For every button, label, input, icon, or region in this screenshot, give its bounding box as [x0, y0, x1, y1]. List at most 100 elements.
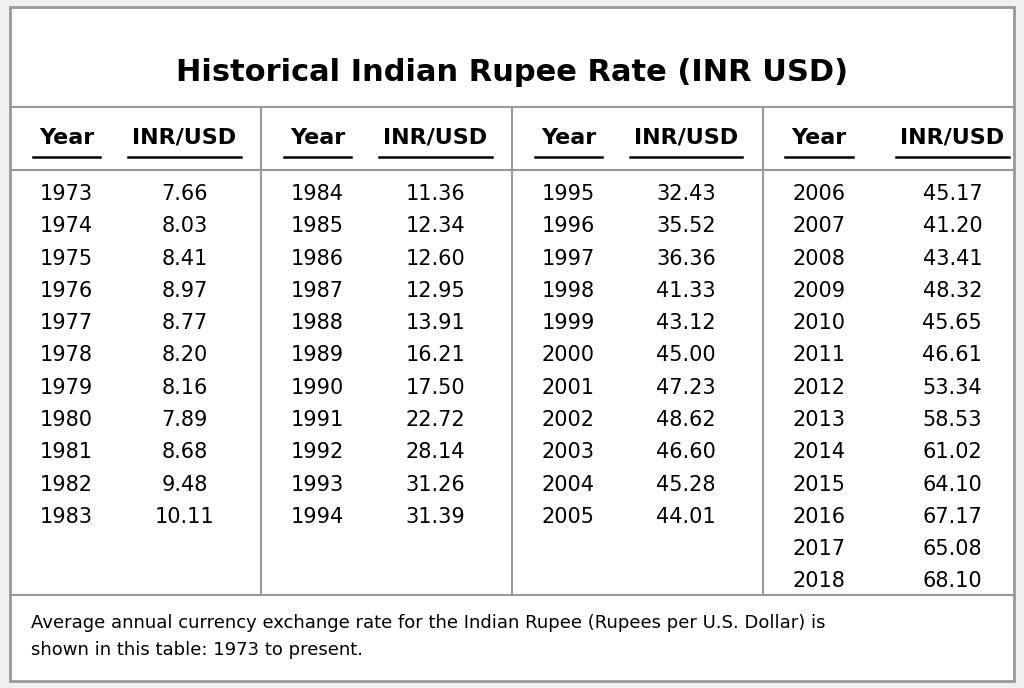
Text: 2000: 2000 [542, 345, 595, 365]
Text: Year: Year [290, 127, 345, 148]
Text: 10.11: 10.11 [155, 507, 214, 527]
Text: 2006: 2006 [793, 184, 846, 204]
Text: 32.43: 32.43 [656, 184, 716, 204]
Text: 13.91: 13.91 [406, 313, 465, 333]
Text: 1975: 1975 [40, 248, 93, 268]
Text: 11.36: 11.36 [406, 184, 465, 204]
Text: 1991: 1991 [291, 410, 344, 430]
Text: 58.53: 58.53 [923, 410, 982, 430]
Text: 2001: 2001 [542, 378, 595, 398]
Text: 1977: 1977 [40, 313, 93, 333]
Text: 53.34: 53.34 [923, 378, 982, 398]
Text: 1985: 1985 [291, 216, 344, 236]
Text: 1979: 1979 [40, 378, 93, 398]
Text: 2017: 2017 [793, 539, 846, 559]
Text: 1997: 1997 [542, 248, 595, 268]
Text: 31.39: 31.39 [406, 507, 465, 527]
Text: 65.08: 65.08 [923, 539, 982, 559]
Text: 22.72: 22.72 [406, 410, 465, 430]
Text: 48.32: 48.32 [923, 281, 982, 301]
Text: 68.10: 68.10 [923, 571, 982, 592]
Text: 1981: 1981 [40, 442, 93, 462]
Text: 2010: 2010 [793, 313, 846, 333]
Text: 1974: 1974 [40, 216, 93, 236]
Text: 1983: 1983 [40, 507, 93, 527]
Text: 1996: 1996 [542, 216, 595, 236]
Text: 1984: 1984 [291, 184, 344, 204]
Text: 67.17: 67.17 [923, 507, 982, 527]
Text: 45.00: 45.00 [656, 345, 716, 365]
Text: 2009: 2009 [793, 281, 846, 301]
Text: 41.20: 41.20 [923, 216, 982, 236]
Text: 46.60: 46.60 [656, 442, 716, 462]
Text: 2014: 2014 [793, 442, 846, 462]
Text: 2012: 2012 [793, 378, 846, 398]
Text: 8.77: 8.77 [161, 313, 208, 333]
Text: 43.41: 43.41 [923, 248, 982, 268]
Text: 1993: 1993 [291, 475, 344, 495]
Text: 44.01: 44.01 [656, 507, 716, 527]
Text: 1989: 1989 [291, 345, 344, 365]
Text: 12.95: 12.95 [406, 281, 465, 301]
Text: 48.62: 48.62 [656, 410, 716, 430]
Text: Historical Indian Rupee Rate (INR USD): Historical Indian Rupee Rate (INR USD) [176, 58, 848, 87]
Text: 35.52: 35.52 [656, 216, 716, 236]
Text: 28.14: 28.14 [406, 442, 465, 462]
Text: 47.23: 47.23 [656, 378, 716, 398]
Text: 1976: 1976 [40, 281, 93, 301]
Text: 1999: 1999 [542, 313, 595, 333]
Text: 46.61: 46.61 [923, 345, 982, 365]
Text: INR/USD: INR/USD [383, 127, 487, 148]
Text: 1998: 1998 [542, 281, 595, 301]
Text: 1982: 1982 [40, 475, 93, 495]
Text: 2002: 2002 [542, 410, 595, 430]
Text: Year: Year [792, 127, 847, 148]
Text: 8.97: 8.97 [161, 281, 208, 301]
Text: INR/USD: INR/USD [634, 127, 738, 148]
Text: 1978: 1978 [40, 345, 93, 365]
Text: 31.26: 31.26 [406, 475, 465, 495]
Text: 7.66: 7.66 [161, 184, 208, 204]
Text: 2003: 2003 [542, 442, 595, 462]
FancyBboxPatch shape [10, 7, 1014, 681]
Text: 2008: 2008 [793, 248, 846, 268]
Text: 8.41: 8.41 [161, 248, 208, 268]
Text: 45.17: 45.17 [923, 184, 982, 204]
Text: 41.33: 41.33 [656, 281, 716, 301]
Text: INR/USD: INR/USD [132, 127, 237, 148]
Text: INR/USD: INR/USD [900, 127, 1005, 148]
Text: 1988: 1988 [291, 313, 344, 333]
Text: 7.89: 7.89 [161, 410, 208, 430]
Text: 16.21: 16.21 [406, 345, 465, 365]
Text: 2018: 2018 [793, 571, 846, 592]
Text: Year: Year [39, 127, 94, 148]
Text: 36.36: 36.36 [656, 248, 716, 268]
Text: 2013: 2013 [793, 410, 846, 430]
Text: 1994: 1994 [291, 507, 344, 527]
Text: 17.50: 17.50 [406, 378, 465, 398]
Text: 1973: 1973 [40, 184, 93, 204]
Text: 64.10: 64.10 [923, 475, 982, 495]
Text: 8.68: 8.68 [161, 442, 208, 462]
Text: 1995: 1995 [542, 184, 595, 204]
Text: 1980: 1980 [40, 410, 93, 430]
Text: 1987: 1987 [291, 281, 344, 301]
Text: 2011: 2011 [793, 345, 846, 365]
Text: 2005: 2005 [542, 507, 595, 527]
Text: 1986: 1986 [291, 248, 344, 268]
Text: 43.12: 43.12 [656, 313, 716, 333]
Text: 2016: 2016 [793, 507, 846, 527]
Text: 1992: 1992 [291, 442, 344, 462]
Text: 8.20: 8.20 [161, 345, 208, 365]
Text: 61.02: 61.02 [923, 442, 982, 462]
Text: 45.28: 45.28 [656, 475, 716, 495]
Text: 9.48: 9.48 [161, 475, 208, 495]
Text: 2015: 2015 [793, 475, 846, 495]
Text: 2007: 2007 [793, 216, 846, 236]
Text: 8.16: 8.16 [161, 378, 208, 398]
Text: 12.60: 12.60 [406, 248, 465, 268]
Text: 12.34: 12.34 [406, 216, 465, 236]
Text: 8.03: 8.03 [161, 216, 208, 236]
Text: 45.65: 45.65 [923, 313, 982, 333]
Text: 1990: 1990 [291, 378, 344, 398]
